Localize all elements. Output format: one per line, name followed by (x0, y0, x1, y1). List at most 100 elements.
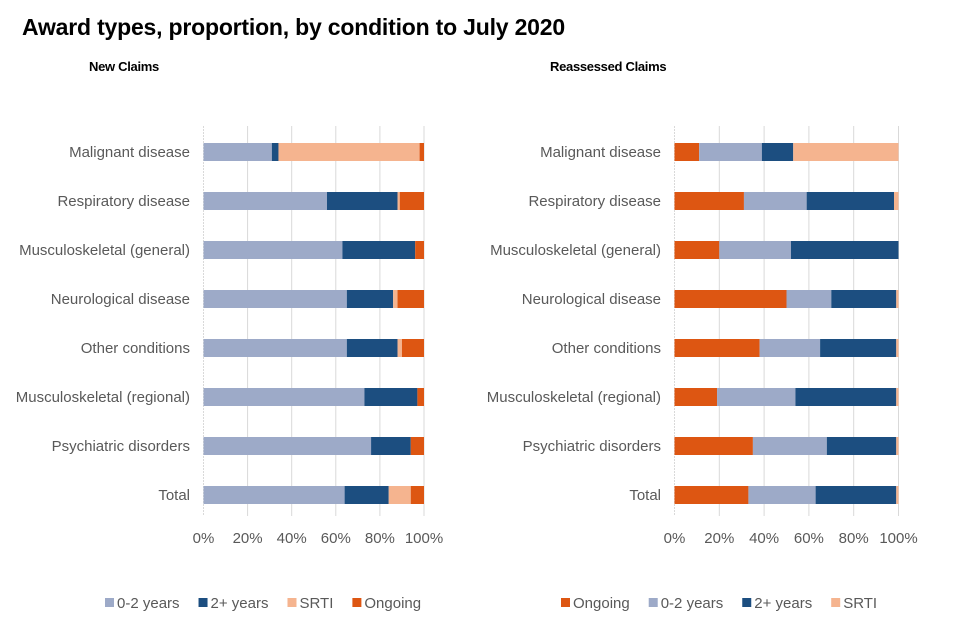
new-claims-tick-label: 40% (277, 530, 307, 547)
reassessed-claims-subtitle: Reassessed Claims (550, 59, 667, 74)
new-claims-legend-swatch (352, 598, 362, 607)
new-claims-subtitle: New Claims (89, 59, 159, 74)
reassessed-claims-legend-swatch (742, 598, 752, 607)
reassessed-claims-bar-ongoing (674, 339, 760, 357)
reassessed-claims-legend-label: SRTI (843, 595, 877, 612)
new-claims-category-label: Malignant disease (69, 144, 190, 161)
new-claims-bar-ongoing (415, 241, 424, 259)
reassessed-claims-tick-label: 100% (879, 530, 917, 547)
new-claims-bar-0-2-years (203, 192, 327, 210)
new-claims-tick-label: 60% (321, 530, 351, 547)
reassessed-claims-category-label: Other conditions (552, 340, 661, 357)
reassessed-claims-bar-0-2-years (699, 143, 762, 161)
new-claims-bar-srti (397, 192, 400, 210)
new-claims-bar-srti (397, 339, 402, 357)
new-claims-bar-2-years (346, 290, 394, 308)
reassessed-claims-category-label: Neurological disease (522, 291, 661, 308)
reassessed-claims-bar-ongoing (674, 192, 744, 210)
reassessed-claims-bar-0-2-years (743, 192, 807, 210)
reassessed-claims-bar-srti (896, 290, 899, 308)
reassessed-claims-bar-0-2-years (748, 486, 816, 504)
new-claims-legend-swatch (287, 598, 297, 607)
reassessed-claims-bar-srti (896, 486, 899, 504)
reassessed-claims-bar-0-2-years (717, 388, 796, 406)
reassessed-claims-bar-ongoing (674, 241, 720, 259)
new-claims-bar-2-years (346, 339, 398, 357)
new-claims-bar-0-2-years (203, 143, 272, 161)
reassessed-claims-bar-srti (896, 339, 899, 357)
new-claims-bar-2-years (364, 388, 418, 406)
new-claims-category-label: Neurological disease (51, 291, 190, 308)
new-claims-category-label: Total (158, 487, 190, 504)
reassessed-claims-bar-ongoing (674, 143, 700, 161)
reassessed-claims-category-label: Malignant disease (540, 144, 661, 161)
reassessed-claims-category-label: Respiratory disease (528, 193, 661, 210)
new-claims-bar-ongoing (399, 192, 424, 210)
reassessed-claims-bar-ongoing (674, 388, 718, 406)
new-claims-bar-2-years (271, 143, 279, 161)
reassessed-claims-legend-label: Ongoing (573, 595, 630, 612)
new-claims-bar-ongoing (397, 290, 424, 308)
new-claims-bar-2-years (342, 241, 416, 259)
new-claims-bar-0-2-years (203, 437, 372, 455)
new-claims-bar-2-years (326, 192, 398, 210)
new-claims-legend-label: Ongoing (364, 595, 421, 612)
reassessed-claims-tick-label: 40% (749, 530, 779, 547)
reassessed-claims-tick-label: 80% (839, 530, 869, 547)
reassessed-claims-legend-swatch (561, 598, 570, 607)
new-claims-category-label: Respiratory disease (57, 193, 190, 210)
reassessed-claims-bar-2-years (831, 290, 897, 308)
reassessed-claims-tick-label: 20% (704, 530, 734, 547)
new-claims-bar-0-2-years (203, 339, 347, 357)
reassessed-claims-bar-srti (896, 388, 899, 406)
new-claims-category-label: Musculoskeletal (regional) (16, 389, 190, 406)
reassessed-claims-bar-2-years (761, 143, 794, 161)
reassessed-claims-category-label: Psychiatric disorders (523, 438, 661, 455)
reassessed-claims-category-label: Musculoskeletal (regional) (487, 389, 661, 406)
reassessed-claims-legend-swatch (831, 598, 841, 607)
reassessed-claims-category-label: Total (629, 487, 661, 504)
new-claims-legend-label: 0-2 years (117, 595, 180, 612)
reassessed-claims-bar-2-years (820, 339, 897, 357)
new-claims-category-label: Psychiatric disorders (52, 438, 190, 455)
reassessed-claims-legend-swatch (648, 598, 658, 607)
new-claims-legend-label: SRTI (299, 595, 333, 612)
new-claims-bar-0-2-years (203, 241, 343, 259)
new-claims-tick-label: 20% (233, 530, 263, 547)
new-claims-bar-0-2-years (203, 486, 345, 504)
reassessed-claims-bar-srti (894, 192, 899, 210)
reassessed-claims-bar-0-2-years (752, 437, 827, 455)
new-claims-bar-0-2-years (203, 290, 347, 308)
reassessed-claims-bar-srti (896, 437, 899, 455)
new-claims-tick-label: 100% (405, 530, 443, 547)
new-claims-bar-2-years (371, 437, 411, 455)
new-claims-bar-0-2-years (203, 388, 365, 406)
reassessed-claims-legend-label: 0-2 years (661, 595, 724, 612)
reassessed-claims-bar-0-2-years (719, 241, 791, 259)
new-claims-category-label: Other conditions (81, 340, 190, 357)
reassessed-claims-bar-2-years (806, 192, 895, 210)
reassessed-claims-bar-2-years (815, 486, 897, 504)
new-claims-bar-ongoing (417, 388, 424, 406)
reassessed-claims-bar-ongoing (674, 290, 787, 308)
new-claims-bar-ongoing (410, 486, 424, 504)
new-claims-bar-srti (393, 290, 398, 308)
reassessed-claims-bar-ongoing (674, 437, 753, 455)
reassessed-claims-category-label: Musculoskeletal (general) (490, 242, 661, 259)
reassessed-claims-bar-2-years (790, 241, 899, 259)
new-claims-tick-label: 0% (193, 530, 215, 547)
new-claims-bar-ongoing (401, 339, 424, 357)
reassessed-claims-tick-label: 60% (794, 530, 824, 547)
new-claims-bar-ongoing (410, 437, 424, 455)
new-claims-legend-label: 2+ years (211, 595, 269, 612)
new-claims-bar-srti (388, 486, 411, 504)
chart-title: Award types, proportion, by condition to… (22, 14, 565, 40)
new-claims-legend-swatch (198, 598, 208, 607)
reassessed-claims-bar-2-years (795, 388, 897, 406)
reassessed-claims-bar-0-2-years (759, 339, 821, 357)
new-claims-bar-2-years (344, 486, 389, 504)
new-claims-category-label: Musculoskeletal (general) (19, 242, 190, 259)
reassessed-claims-bar-0-2-years (786, 290, 832, 308)
new-claims-tick-label: 80% (365, 530, 395, 547)
